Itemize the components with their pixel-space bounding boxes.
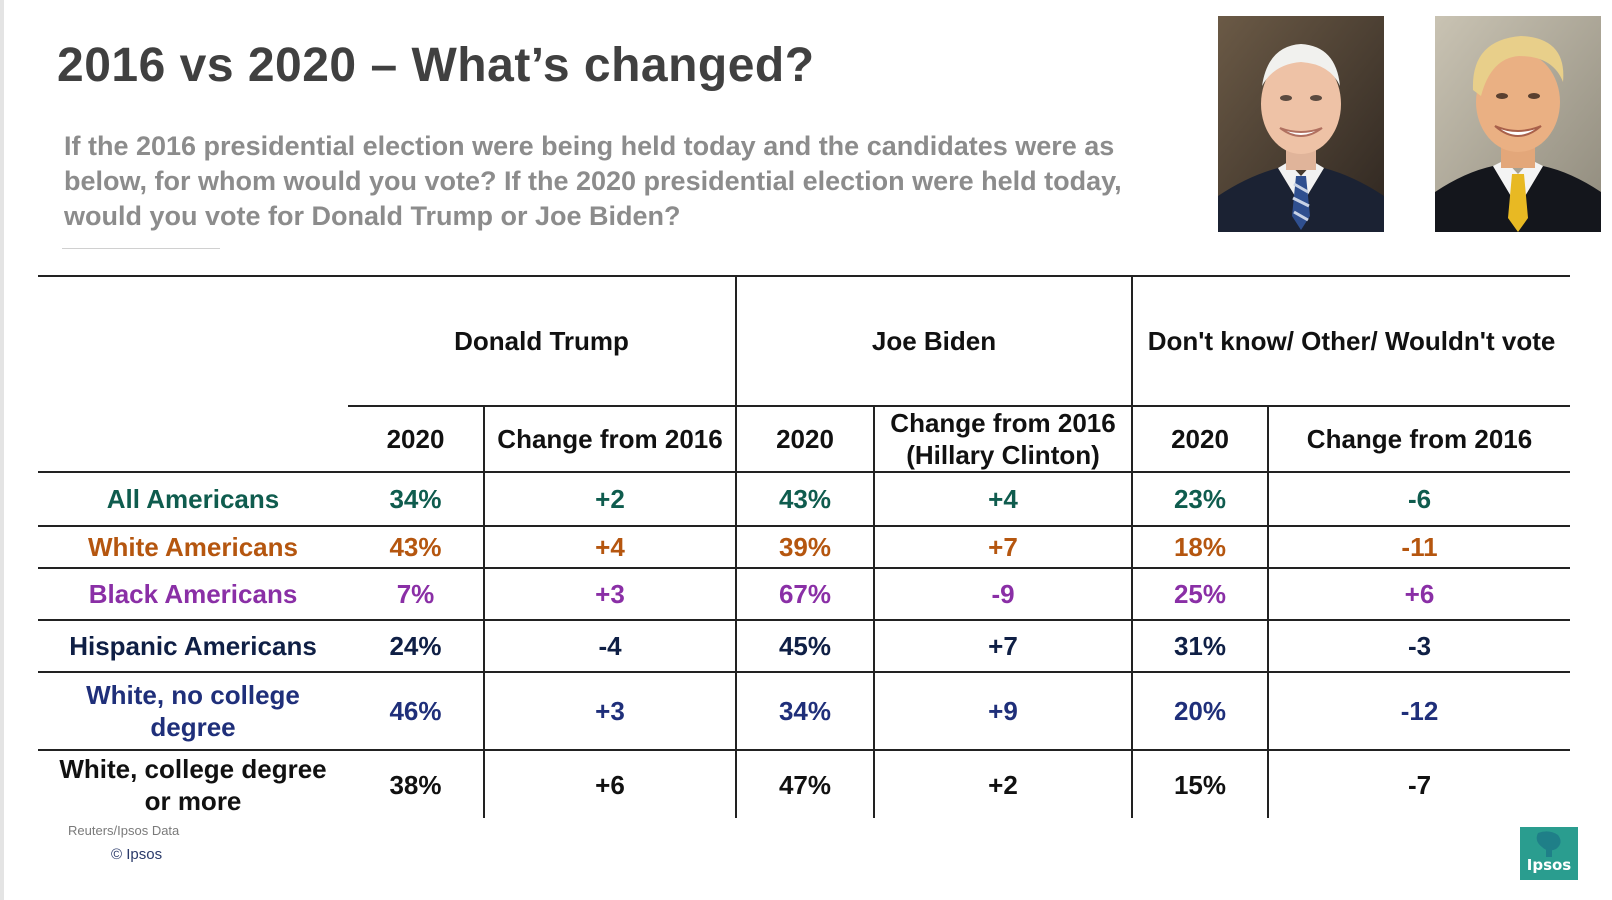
- question-divider: [62, 248, 220, 249]
- cell-biden-change: -9: [873, 568, 1132, 621]
- ipsos-logo: Ipsos: [1520, 827, 1578, 880]
- cell-other-2020: 20%: [1131, 672, 1268, 751]
- table-row: White, college degree or more 38% +6 47% +2 1…: [38, 750, 1571, 818]
- source-note: Reuters/Ipsos Data: [68, 823, 180, 838]
- cell-trump-change: -4: [483, 620, 736, 673]
- cell-other-2020: 18%: [1131, 526, 1268, 569]
- cell-trump-2020: 7%: [348, 568, 484, 621]
- slide-left-edge: [0, 0, 4, 900]
- row-label: Hispanic Americans: [38, 620, 348, 673]
- cell-biden-change: +4: [873, 472, 1132, 527]
- cell-other-2020: 23%: [1131, 472, 1268, 527]
- sub-header-biden-2020: 2020: [735, 405, 874, 473]
- cell-other-change: -7: [1266, 750, 1571, 818]
- row-label: All Americans: [38, 472, 348, 527]
- table-row: All Americans 34% +2 43% +4 23% -6: [38, 472, 1571, 527]
- cell-biden-change: +7: [873, 526, 1132, 569]
- copyright-note: © Ipsos: [111, 846, 163, 863]
- cell-biden-2020: 67%: [735, 568, 874, 621]
- cell-other-change: -12: [1266, 672, 1571, 751]
- poll-results-table: Donald Trump Joe Biden Don't know/ Other…: [38, 275, 1571, 818]
- row-label: White, no college degree: [38, 672, 348, 751]
- cell-other-change: -6: [1266, 472, 1571, 527]
- cell-trump-2020: 38%: [389, 769, 442, 800]
- table-row: White Americans 43% +4 39% +7 18% -11: [38, 526, 1571, 569]
- cell-trump-2020: 24%: [348, 620, 484, 673]
- cell-other-2020: 31%: [1131, 620, 1268, 673]
- cell-trump-2020: 34%: [348, 472, 484, 527]
- corner-cell: [38, 275, 348, 406]
- cell-other-change: -11: [1266, 526, 1571, 569]
- cell-biden-change: +9: [873, 672, 1132, 751]
- group-header-row: Donald Trump Joe Biden Don't know/ Other…: [38, 275, 1571, 406]
- survey-question: If the 2016 presidential election were b…: [64, 131, 1122, 231]
- row-label-header: [38, 406, 348, 473]
- cell-biden-2020: 34%: [735, 672, 874, 751]
- table-row: White, no college degree 46% +3 34% +9 20% -12: [38, 672, 1571, 751]
- cell-other-change: -3: [1266, 620, 1571, 673]
- group-header-other: Don't know/ Other/ Wouldn't vote: [1132, 275, 1571, 406]
- table-row: Black Americans 7% +3 67% -9 25% +6: [38, 568, 1571, 621]
- logo-text: Ipsos: [1526, 856, 1572, 874]
- cell-biden-change: +7: [873, 620, 1132, 673]
- row-label: Black Americans: [38, 568, 348, 621]
- sub-header-row: 2020 Change from 2016 2020 Change from 2…: [38, 405, 1571, 473]
- cell-trump-change: +2: [483, 472, 736, 527]
- sub-header-trump-change: Change from 2016: [483, 405, 736, 473]
- cell-biden-2020: 43%: [735, 472, 874, 527]
- table-row: Hispanic Americans 24% -4 45% +7 31% -3: [38, 620, 1571, 673]
- row-label: White Americans: [38, 526, 348, 569]
- cell-biden-change: +2: [873, 750, 1132, 818]
- cell-other-2020: 15%: [1131, 750, 1268, 818]
- sub-header-other-change: Change from 2016: [1266, 405, 1571, 473]
- group-header-biden: Joe Biden: [735, 275, 1133, 406]
- sub-header-biden-change: Change from 2016 (Hillary Clinton): [873, 405, 1132, 473]
- cell-other-change: +6: [1266, 568, 1571, 621]
- table-body: All Americans 34% +2 43% +4 23% -6 White Americ…: [38, 472, 1571, 818]
- cell-trump-2020: 46%: [348, 672, 484, 751]
- sub-header-trump-2020: 2020: [348, 405, 484, 473]
- cell-biden-2020: 39%: [735, 526, 874, 569]
- cell-trump-2020: 43%: [348, 526, 484, 569]
- cell-trump-change: +3: [483, 568, 736, 621]
- cell-biden-2020: 47%: [735, 750, 874, 818]
- sub-header-other-2020: 2020: [1131, 405, 1268, 473]
- slide-title: 2016 vs 2020 – What’s changed?: [57, 39, 815, 92]
- group-header-trump: Donald Trump: [348, 275, 736, 406]
- trump-portrait: [1435, 16, 1601, 232]
- cell-other-2020: 25%: [1131, 568, 1268, 621]
- cell-trump-change: +6: [483, 750, 736, 818]
- biden-portrait: [1218, 16, 1384, 232]
- cell-biden-2020: 45%: [735, 620, 874, 673]
- row-label: White, college degree or more: [59, 753, 327, 816]
- cell-trump-change: +4: [483, 526, 736, 569]
- logo-mark: [1536, 831, 1561, 851]
- cell-trump-change: +3: [483, 672, 736, 751]
